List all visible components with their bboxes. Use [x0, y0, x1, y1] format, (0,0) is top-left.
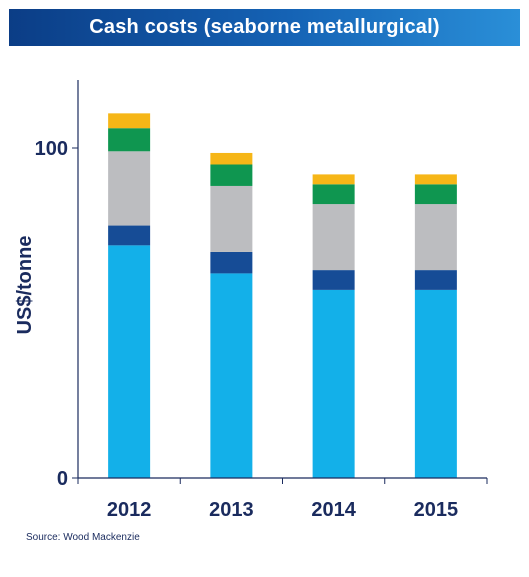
bar-segment-2014-1	[312, 289, 355, 478]
bar-segment-2012-3	[108, 151, 151, 226]
bar-segment-2013-3	[210, 185, 253, 252]
chart-title: Cash costs (seaborne metallurgical)	[89, 16, 440, 38]
bar-segment-2014-3	[312, 204, 355, 271]
bar-segment-2015-4	[414, 184, 457, 205]
x-ticks-group: 2012 2013 2014 2015	[77, 478, 488, 521]
title-banner: Cash costs (seaborne metallurgical)	[9, 9, 520, 46]
bar-segment-2013-2	[210, 251, 253, 274]
bar-segment-2012-4	[108, 128, 151, 152]
bar-segment-2014-5	[312, 174, 355, 185]
x-tick-label-2015: 2015	[414, 499, 459, 521]
bar-segment-2012-1	[108, 245, 151, 478]
y-ticks-group: 0 100	[35, 138, 78, 490]
bar-segment-2012-5	[108, 113, 151, 129]
bar-segment-2015-1	[414, 289, 457, 478]
bar-segment-2013-5	[210, 152, 253, 165]
x-tick-label-2012: 2012	[107, 499, 152, 521]
bar-segment-2013-1	[210, 273, 253, 478]
y-tick-label-0: 0	[57, 468, 68, 490]
bars-group	[108, 113, 457, 478]
bar-segment-2013-4	[210, 164, 253, 186]
bar-segment-2015-5	[414, 174, 457, 185]
y-axis-label: US$/tonne	[14, 236, 36, 335]
bar-segment-2015-2	[414, 270, 457, 290]
source-note: Source: Wood Mackenzie	[26, 532, 140, 543]
bar-segment-2012-2	[108, 225, 151, 246]
bar-segment-2015-3	[414, 204, 457, 271]
bar-segment-2014-2	[312, 270, 355, 290]
bar-segment-2014-4	[312, 184, 355, 205]
y-tick-label-100: 100	[35, 138, 68, 160]
x-tick-label-2013: 2013	[209, 499, 254, 521]
x-tick-label-2014: 2014	[311, 499, 356, 521]
